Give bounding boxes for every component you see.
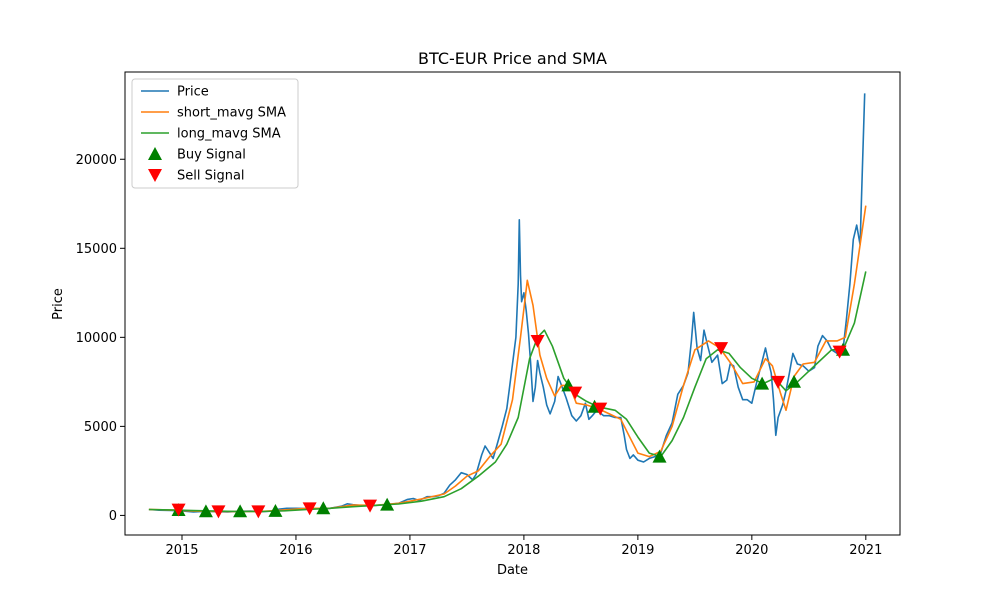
legend: Price short_mavg SMA long_mavg SMA Buy Sign… bbox=[131, 78, 299, 189]
legend-label: Sell Signal bbox=[177, 169, 245, 184]
legend-swatch bbox=[148, 169, 162, 182]
x-tick-label: 2018 bbox=[507, 543, 540, 558]
y-tick-label: 10000 bbox=[76, 331, 117, 346]
y-tick-label: 15000 bbox=[76, 242, 117, 257]
series-line-short-mavg-sma bbox=[148, 205, 867, 513]
sell-signal-marker bbox=[302, 502, 317, 516]
y-axis-label: Price bbox=[51, 288, 66, 320]
buy-signal-marker bbox=[268, 503, 283, 517]
buy-signal-marker bbox=[787, 374, 802, 388]
sell-signal-marker bbox=[832, 345, 847, 359]
legend-label: short_mavg SMA bbox=[177, 106, 286, 121]
legend-label: Price bbox=[177, 85, 209, 100]
buy-signal-marker bbox=[316, 501, 331, 515]
legend-swatch bbox=[148, 147, 162, 160]
y-tick-label: 0 bbox=[109, 509, 117, 524]
plot-area bbox=[148, 93, 867, 519]
series-line-long-mavg-sma bbox=[148, 271, 867, 513]
x-tick-label: 2019 bbox=[621, 543, 654, 558]
sell-signal-marker bbox=[714, 342, 729, 356]
sell-signal-marker bbox=[211, 505, 226, 519]
sell-signal-marker bbox=[568, 386, 583, 400]
y-tick-label: 5000 bbox=[84, 420, 117, 435]
x-tick-label: 2015 bbox=[165, 543, 198, 558]
axes: 2015 2016 2017 2018 2019 2020 2021 0 5000 10000 15… bbox=[76, 71, 901, 558]
sell-signal-marker bbox=[771, 375, 786, 389]
chart-title: BTC-EUR Price and SMA bbox=[418, 49, 607, 68]
legend-box bbox=[131, 78, 299, 189]
buy-signal-marker bbox=[755, 376, 770, 390]
buy-signal-marker bbox=[652, 449, 667, 463]
sell-signal-marker bbox=[530, 334, 545, 348]
sell-signal-marker bbox=[171, 503, 186, 517]
buy-signal-marker bbox=[233, 504, 248, 518]
sell-signal-marker bbox=[363, 499, 378, 513]
legend-label: Buy Signal bbox=[177, 148, 246, 163]
plot-frame bbox=[124, 71, 901, 536]
sell-signal-marker bbox=[251, 505, 266, 519]
x-tick-label: 2017 bbox=[393, 543, 426, 558]
x-tick-label: 2021 bbox=[849, 543, 882, 558]
x-tick-label: 2016 bbox=[279, 543, 312, 558]
buy-signal-marker bbox=[380, 497, 395, 511]
x-tick-label: 2020 bbox=[735, 543, 768, 558]
legend-label: long_mavg SMA bbox=[177, 127, 281, 142]
sell-signal-marker bbox=[593, 402, 608, 416]
y-tick-label: 20000 bbox=[76, 153, 117, 168]
buy-signal-marker bbox=[198, 504, 213, 518]
x-axis-label: Date bbox=[497, 563, 528, 578]
